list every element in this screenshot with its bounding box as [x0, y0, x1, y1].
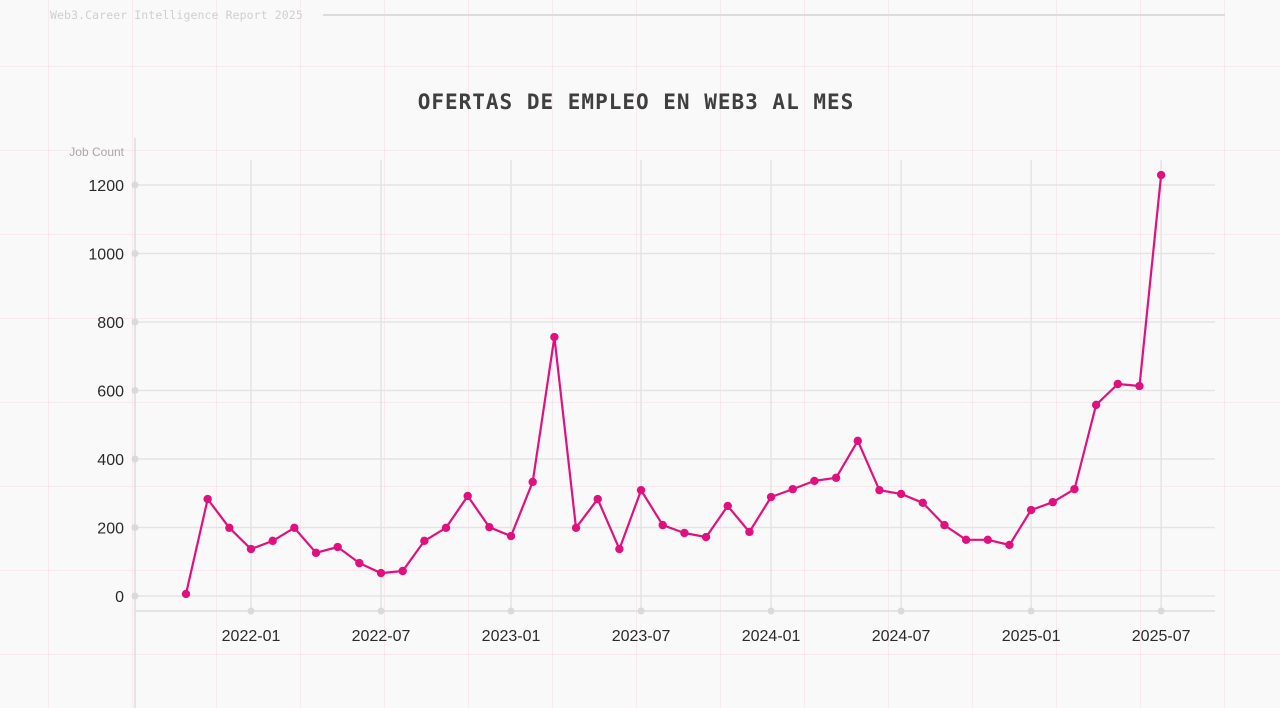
data-point: [203, 494, 212, 504]
data-point: [441, 523, 451, 533]
data-point: [766, 492, 776, 502]
data-point: [398, 566, 407, 576]
y-tick-dot: [131, 592, 139, 600]
data-point: [983, 535, 992, 545]
series-line-job-count: [184, 174, 1163, 595]
y-tick-label: 1000: [88, 247, 124, 264]
chart-axes: [134, 138, 1215, 708]
data-point: [1135, 381, 1144, 391]
y-tick-label: 600: [97, 384, 124, 401]
data-point: [1113, 379, 1123, 389]
data-point: [181, 589, 191, 599]
data-point: [636, 485, 646, 495]
data-point: [680, 528, 689, 538]
data-point: [810, 476, 819, 486]
x-tick-label: 2022-07: [352, 628, 411, 645]
x-tick-label: 2024-01: [742, 628, 801, 645]
data-point: [723, 501, 732, 511]
data-point: [268, 536, 277, 546]
x-tick-label: 2025-07: [1132, 628, 1191, 645]
chart-grid: [135, 160, 1215, 611]
data-point: [918, 498, 927, 508]
data-point: [355, 558, 364, 568]
x-tick-label: 2023-01: [482, 628, 541, 645]
chart-title: OFERTAS DE EMPLEO EN WEB3 AL MES: [417, 90, 855, 114]
data-point: [333, 542, 342, 552]
x-tick-dot: [897, 607, 905, 615]
data-point: [896, 489, 906, 499]
y-tick-label: 0: [115, 589, 124, 606]
data-point: [615, 544, 624, 554]
header-divider: [322, 14, 1225, 16]
x-tick-dot: [1157, 607, 1165, 615]
x-tick-label: 2023-07: [612, 628, 671, 645]
data-point: [701, 532, 711, 542]
data-point: [875, 485, 884, 495]
data-point: [420, 536, 429, 546]
x-tick-dot: [247, 607, 255, 615]
y-tick-label: 200: [97, 521, 124, 538]
data-point: [658, 520, 667, 530]
data-point: [1048, 497, 1057, 507]
x-tick-dot: [637, 607, 645, 615]
data-point: [1091, 400, 1101, 410]
y-tick-label: 800: [97, 315, 124, 332]
data-point: [311, 548, 321, 558]
data-point: [1156, 170, 1166, 180]
data-point: [593, 494, 602, 504]
data-point: [571, 523, 581, 533]
data-point: [463, 491, 472, 501]
x-tick-label: 2022-01: [222, 628, 281, 645]
y-tick-label: 1200: [88, 178, 124, 195]
data-point: [506, 531, 516, 541]
x-tick-dot: [1027, 607, 1035, 615]
data-point: [528, 477, 537, 487]
x-tick-dot: [507, 607, 515, 615]
data-point: [940, 520, 949, 530]
data-point: [961, 535, 971, 545]
data-point: [853, 436, 862, 446]
y-tick-dot: [131, 455, 139, 463]
y-tick-dot: [131, 387, 139, 394]
y-tick-dot: [131, 524, 139, 531]
x-tick-label: 2024-07: [872, 628, 931, 645]
data-point: [831, 473, 841, 483]
x-tick-dot: [767, 607, 775, 615]
data-point: [1026, 505, 1036, 515]
x-tick-label: 2025-01: [1002, 628, 1061, 645]
y-axis-ticks: 0 200 400 600 800 1000 1200: [88, 178, 139, 606]
series-points: [181, 170, 1166, 599]
y-axis-label: Job Count: [69, 145, 124, 159]
data-point: [225, 523, 234, 533]
data-point: [550, 332, 559, 342]
data-point: [485, 522, 494, 532]
data-point: [290, 523, 299, 533]
y-tick-dot: [131, 181, 139, 189]
data-point: [376, 568, 386, 578]
y-tick-dot: [131, 250, 139, 257]
report-label: Web3.Career Intelligence Report 2025: [50, 8, 303, 22]
data-point: [788, 484, 797, 494]
y-tick-label: 400: [97, 452, 124, 469]
x-axis-ticks: 2022-01 2022-07 2023-01 2023-07 2024-01 2024-…: [222, 607, 1191, 645]
data-point: [745, 527, 754, 537]
data-point: [1070, 484, 1079, 494]
data-point: [246, 544, 256, 554]
x-tick-dot: [377, 607, 385, 615]
y-tick-dot: [131, 318, 139, 326]
report-header: Web3.Career Intelligence Report 2025: [50, 6, 1225, 24]
data-point: [1005, 540, 1014, 550]
